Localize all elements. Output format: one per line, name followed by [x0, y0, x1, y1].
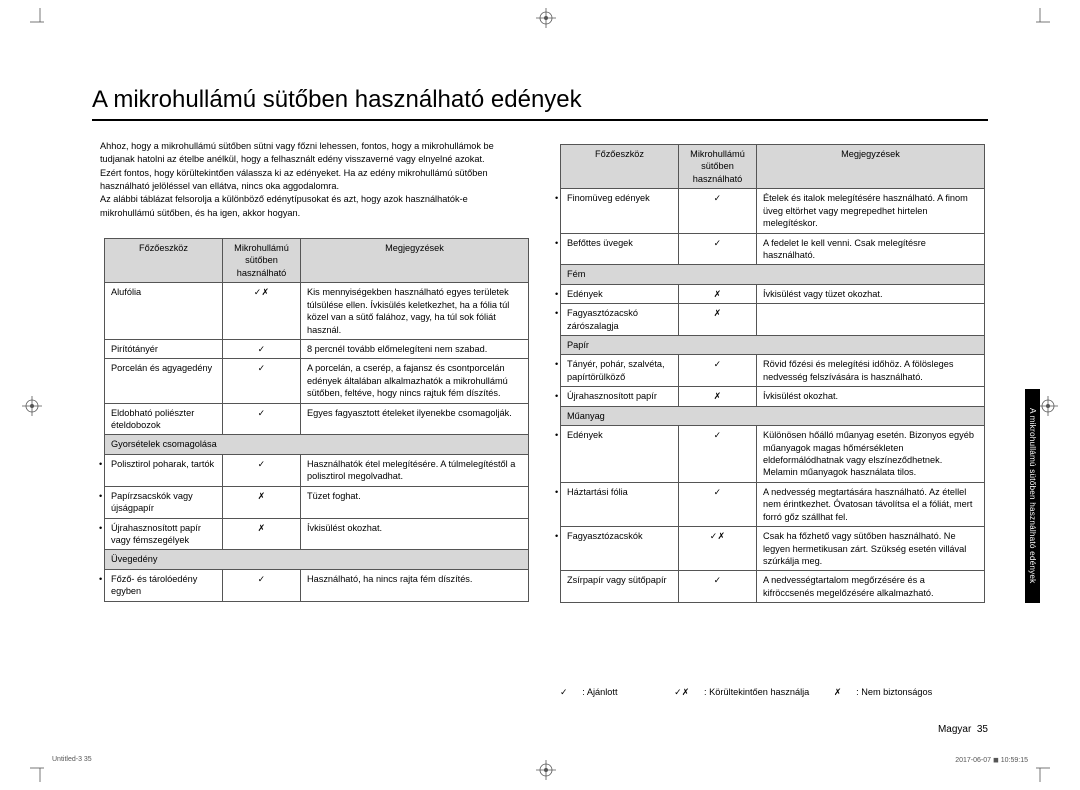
side-tab: A mikrohullámú sütőben használható edény…	[1025, 389, 1040, 603]
table-cell-note: Ételek és italok melegítésére használhat…	[757, 189, 985, 233]
title-rule	[92, 119, 988, 121]
table-cell-tool: •Polisztirol poharak, tartók	[105, 454, 223, 486]
table-section: Gyorsételek csomagolása	[105, 435, 529, 454]
table-cell-tool: Zsírpapír vagy sütőpapír	[561, 571, 679, 603]
table-cell-tool: •Háztartási fólia	[561, 482, 679, 526]
table-cell-tool: •Fagyasztózacskó zárószalagja	[561, 304, 679, 336]
table-cell-note: Ívkisülést okozhat.	[301, 518, 529, 550]
table-cell-mark: ✓	[679, 482, 757, 526]
table-cell-tool: •Edények	[561, 426, 679, 483]
table-cell-tool: •Főző- és tárolóedény egyben	[105, 569, 223, 601]
intro-block: Ahhoz, hogy a mikrohullámú sütőben sütni…	[100, 140, 520, 220]
legend-ok-mark: ✓	[560, 687, 568, 698]
table-cell-note: Egyes fagyasztott ételeket ilyenekbe cso…	[301, 403, 529, 435]
legend-no-text: : Nem biztonságos	[856, 687, 932, 697]
table-cell-mark: ✓	[223, 359, 301, 403]
table-cell-note: A nedvesség megtartására használható. Az…	[757, 482, 985, 526]
table-cell-note: Rövid főzési és melegítési időhöz. A föl…	[757, 355, 985, 387]
intro-line: Az alábbi táblázat felsorolja a különböz…	[100, 193, 520, 220]
page-title: A mikrohullámú sütőben használható edény…	[92, 86, 582, 114]
table-cell-mark: ✗	[679, 387, 757, 406]
table-cell-mark: ✓	[679, 189, 757, 233]
table-cell-tool: •Papírzsacskók vagy újságpapír	[105, 486, 223, 518]
table-section: Fém	[561, 265, 985, 284]
table-cell-tool: •Újrahasznosított papír vagy fémszegélye…	[105, 518, 223, 550]
legend-ok-text: : Ajánlott	[582, 687, 617, 697]
col-head-note: Megjegyzések	[757, 145, 985, 189]
legend-warn-text: : Körültekintően használja	[704, 687, 809, 697]
table-cell-tool: •Befőttes üvegek	[561, 233, 679, 265]
table-section: Üvegedény	[105, 550, 529, 569]
table-cell-note	[757, 304, 985, 336]
table-cell-note: A nedvességtartalom megőrzésére és a kif…	[757, 571, 985, 603]
table-cell-mark: ✓	[223, 403, 301, 435]
table-cell-note: Használható, ha nincs rajta fém díszítés…	[301, 569, 529, 601]
footline-right: 2017-06-07 ◼ 10:59:15	[955, 756, 1028, 764]
table-cell-mark: ✓✗	[223, 283, 301, 340]
table-cell-note: A porcelán, a cserép, a fajansz és csont…	[301, 359, 529, 403]
intro-line: Ahhoz, hogy a mikrohullámú sütőben sütni…	[100, 140, 520, 167]
intro-line: Ezért fontos, hogy körültekintően válass…	[100, 167, 520, 194]
table-cell-mark: ✓	[223, 569, 301, 601]
col-head-use: Mikrohullámú sütőben használható	[223, 239, 301, 283]
table-cell-note: Csak ha főzhető vagy sütőben használható…	[757, 527, 985, 571]
table-cell-mark: ✗	[679, 284, 757, 303]
footline-left: Untitled-3 35	[52, 756, 92, 763]
table-cell-note: Kis mennyiségekben használható egyes ter…	[301, 283, 529, 340]
table-cell-tool: •Edények	[561, 284, 679, 303]
table-cell-mark: ✓✗	[679, 527, 757, 571]
table-section: Műanyag	[561, 406, 985, 425]
table-cell-tool: Porcelán és agyagedény	[105, 359, 223, 403]
page-footer: Magyar 35	[938, 724, 988, 735]
table-cell-mark: ✗	[223, 518, 301, 550]
table-cell-note: Ívkisülést okozhat.	[757, 387, 985, 406]
page-number: 35	[977, 724, 988, 735]
table-cell-mark: ✓	[223, 454, 301, 486]
table-cell-tool: Eldobható poliészter ételdobozok	[105, 403, 223, 435]
table-cell-tool: •Újrahasznosított papír	[561, 387, 679, 406]
table-cell-tool: •Fagyasztózacskók	[561, 527, 679, 571]
table-cell-note: A fedelet le kell venni. Csak melegítésr…	[757, 233, 985, 265]
table-cell-tool: •Tányér, pohár, szalvéta, papírtörülköző	[561, 355, 679, 387]
table-cell-note: Ívkisülést vagy tüzet okozhat.	[757, 284, 985, 303]
table-cell-note: 8 percnél tovább előmelegíteni nem szaba…	[301, 339, 529, 358]
table-cell-note: Használhatók étel melegítésére. A túlmel…	[301, 454, 529, 486]
table-cell-mark: ✓	[679, 355, 757, 387]
col-head-note: Megjegyzések	[301, 239, 529, 283]
legend-no-mark: ✗	[834, 687, 842, 698]
col-head-tool: Főzőeszköz	[105, 239, 223, 283]
table-section: Papír	[561, 336, 985, 355]
lang-label: Magyar	[938, 724, 971, 735]
table-cell-tool: •Finomüveg edények	[561, 189, 679, 233]
table-cell-mark: ✓	[223, 339, 301, 358]
table-cell-mark: ✗	[223, 486, 301, 518]
legend: ✓ : Ajánlott ✓✗ : Körültekintően használ…	[560, 687, 944, 698]
table-cell-tool: Pirítótányér	[105, 339, 223, 358]
col-head-use: Mikrohullámú sütőben használható	[679, 145, 757, 189]
table-cell-tool: Alufólia	[105, 283, 223, 340]
table-cell-mark: ✓	[679, 233, 757, 265]
cookware-table-left: Főzőeszköz Mikrohullámú sütőben használh…	[104, 238, 529, 602]
legend-warn-mark: ✓✗	[674, 687, 689, 698]
table-cell-mark: ✗	[679, 304, 757, 336]
cookware-table-right: Főzőeszköz Mikrohullámú sütőben használh…	[560, 144, 985, 603]
table-cell-mark: ✓	[679, 426, 757, 483]
table-cell-note: Különösen hőálló műanyag esetén. Bizonyo…	[757, 426, 985, 483]
table-cell-mark: ✓	[679, 571, 757, 603]
table-cell-note: Tüzet foghat.	[301, 486, 529, 518]
col-head-tool: Főzőeszköz	[561, 145, 679, 189]
